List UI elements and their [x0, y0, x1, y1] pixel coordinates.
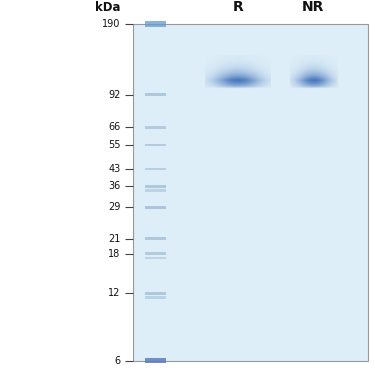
FancyBboxPatch shape [145, 189, 166, 192]
FancyBboxPatch shape [145, 93, 166, 96]
FancyBboxPatch shape [145, 126, 166, 129]
Text: 66: 66 [108, 122, 120, 132]
FancyBboxPatch shape [145, 292, 166, 295]
FancyBboxPatch shape [145, 21, 166, 27]
FancyBboxPatch shape [145, 144, 166, 146]
FancyBboxPatch shape [145, 256, 166, 259]
Text: 36: 36 [108, 182, 120, 191]
FancyBboxPatch shape [145, 237, 166, 240]
FancyBboxPatch shape [145, 252, 166, 255]
Text: 18: 18 [108, 249, 120, 259]
Text: 55: 55 [108, 140, 120, 150]
FancyBboxPatch shape [145, 168, 166, 170]
FancyBboxPatch shape [145, 358, 166, 363]
Text: 12: 12 [108, 288, 120, 298]
Text: R: R [233, 0, 243, 15]
Text: 29: 29 [108, 202, 120, 212]
Text: 92: 92 [108, 90, 120, 100]
FancyBboxPatch shape [145, 296, 166, 299]
Text: kDa: kDa [95, 1, 120, 14]
Text: 6: 6 [114, 356, 120, 366]
FancyBboxPatch shape [133, 24, 368, 361]
Text: 43: 43 [108, 164, 120, 174]
Text: NR: NR [302, 0, 324, 15]
Text: 190: 190 [102, 20, 120, 29]
FancyBboxPatch shape [145, 206, 166, 209]
Text: 21: 21 [108, 234, 120, 244]
FancyBboxPatch shape [145, 185, 166, 188]
